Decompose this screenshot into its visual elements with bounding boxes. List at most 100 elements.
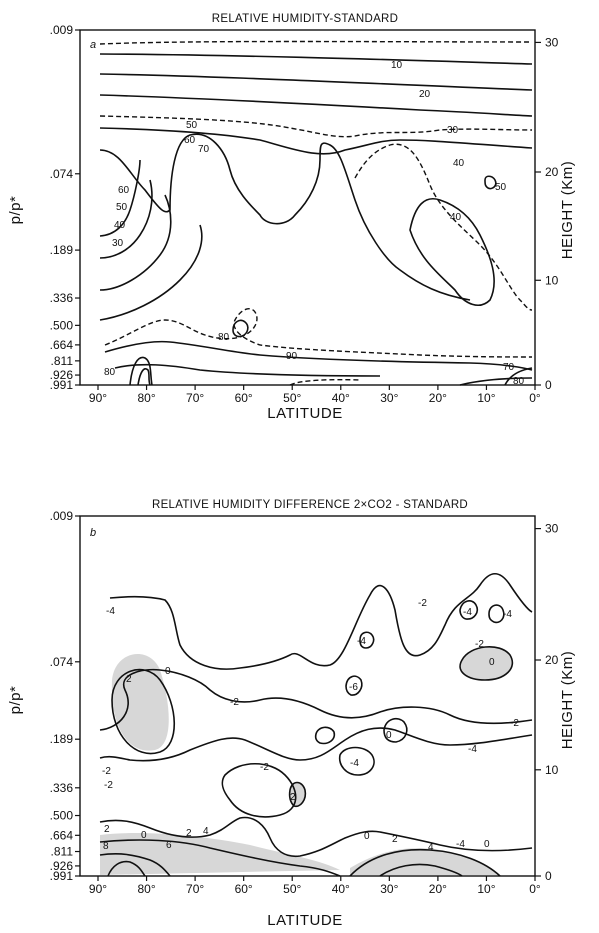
contour-label: 70	[198, 144, 210, 155]
contour-label: 0	[364, 831, 370, 842]
panel-b-right-ticks: 30 20 10 0	[535, 522, 559, 883]
x-tick-label: 20°	[429, 882, 447, 896]
x-tick-label: 50°	[283, 391, 301, 405]
panel-b: RELATIVE HUMIDITY DIFFERENCE 2×CO2 - STA…	[7, 499, 576, 929]
contour-a-30	[99, 94, 533, 117]
y-left-tick-label: .926	[50, 368, 74, 382]
contour-label: 6	[166, 840, 172, 851]
y-left-tick-label: .991	[50, 869, 74, 883]
y-left-tick-label: .811	[51, 845, 74, 859]
panel-a-frame	[79, 29, 536, 386]
x-tick-label: 10°	[477, 882, 495, 896]
contour-label: 0	[386, 730, 392, 741]
contour-b-right-4b	[488, 604, 505, 624]
contour-b-lower-1	[99, 816, 533, 858]
x-tick-label: 70°	[186, 391, 204, 405]
panel-a-right-ticks: 30 20 10 0	[535, 35, 559, 392]
x-tick-label: 60°	[235, 882, 253, 896]
panel-a-title: RELATIVE HUMIDITY-STANDARD	[212, 13, 399, 25]
contour-label: -4	[350, 758, 359, 769]
x-tick-label: 30°	[380, 882, 398, 896]
panel-b-ylabel-left: p/p*	[7, 686, 24, 715]
contour-label: -2	[230, 697, 239, 708]
contour-a-bottom-right	[459, 377, 533, 386]
contour-a-20	[99, 73, 533, 91]
x-tick-label: 0°	[529, 882, 541, 896]
contour-label: 0	[484, 839, 490, 850]
panel-b-x-ticks: 90° 80° 70° 60° 50° 40° 30° 20° 10° 0°	[89, 876, 541, 896]
contour-a-inner-40	[409, 198, 495, 306]
panel-b-left-ticks: .009 .074 .189 .336 .500 .664 .811.926.991	[50, 509, 80, 883]
contour-label: 80	[104, 367, 116, 378]
y-left-tick-label: .189	[50, 732, 74, 746]
panel-a: RELATIVE HUMIDITY-STANDARD a .009 .074 .18…	[7, 13, 576, 422]
contour-label: 30	[447, 125, 459, 136]
contour-a-70-right	[504, 367, 533, 386]
y-left-tick-label: .664	[50, 828, 74, 842]
contour-b-lower-5	[349, 848, 501, 877]
x-tick-label: 40°	[332, 391, 350, 405]
x-tick-label: 80°	[137, 882, 155, 896]
contour-label: 90	[286, 351, 298, 362]
panel-b-xlabel: LATITUDE	[267, 912, 342, 929]
contour-b-center-loop	[221, 763, 297, 818]
y-right-tick-label: 30	[545, 522, 559, 536]
contour-a-40	[354, 143, 533, 311]
contour-label: 80	[218, 332, 230, 343]
y-right-tick-label: 20	[545, 653, 559, 667]
contour-b-small-6	[345, 675, 363, 696]
contour-a-70	[99, 133, 471, 301]
y-left-tick-label: .811	[51, 354, 74, 368]
contour-label: -2	[104, 780, 113, 791]
contour-a-left-40	[99, 194, 172, 291]
y-left-tick-label: .336	[50, 781, 74, 795]
contour-label: 50	[495, 182, 507, 193]
contour-label: -2	[260, 762, 269, 773]
contour-label: -4	[357, 636, 366, 647]
contour-label: 2	[104, 824, 110, 835]
contour-label: 30	[112, 238, 124, 249]
contour-a-90	[114, 363, 381, 377]
contour-a-left-30	[99, 224, 203, 321]
y-right-tick-label: 0	[545, 869, 552, 883]
y-right-tick-label: 0	[545, 378, 552, 392]
contour-a-10	[99, 53, 533, 65]
panel-b-shading	[100, 646, 513, 875]
contour-label: -6	[349, 682, 358, 693]
x-tick-label: 30°	[380, 391, 398, 405]
contour-label: -2	[102, 766, 111, 777]
y-left-tick-label: .189	[50, 243, 74, 257]
panel-a-ylabel-left-group: p/p*	[7, 196, 24, 225]
contour-label: 40	[450, 212, 462, 223]
y-right-tick-label: 10	[545, 763, 559, 777]
y-right-tick-label: 10	[545, 273, 559, 287]
panel-a-contours	[99, 40, 533, 386]
contour-a-low-2	[137, 368, 151, 386]
contour-label: 50	[116, 202, 128, 213]
shade-region	[350, 848, 500, 875]
x-tick-label: 20°	[429, 391, 447, 405]
contour-label: 0	[489, 657, 495, 668]
y-left-tick-label: .926	[50, 859, 74, 873]
contour-label: 2	[126, 674, 132, 685]
y-left-tick-label: .991	[50, 378, 74, 392]
contour-b-lower-2	[99, 839, 341, 877]
y-left-tick-label: .336	[50, 291, 74, 305]
contour-label: 0	[165, 666, 171, 677]
panel-b-contours	[99, 572, 533, 877]
contour-label: 20	[419, 89, 431, 100]
y-left-tick-label: .074	[50, 167, 74, 181]
contour-a-low-1	[129, 356, 153, 386]
y-right-tick-label: 20	[545, 165, 559, 179]
y-left-tick-label: .500	[50, 809, 74, 823]
x-tick-label: 70°	[186, 882, 204, 896]
contour-label: 8	[103, 841, 109, 852]
contour-label: 4	[428, 842, 434, 853]
contour-label: 10	[391, 60, 403, 71]
contour-b-right-loop-2	[338, 746, 375, 776]
x-tick-label: 90°	[89, 391, 107, 405]
y-left-tick-label: .664	[50, 338, 74, 352]
contour-a-60	[99, 127, 533, 155]
contour-label: 2	[290, 792, 296, 803]
